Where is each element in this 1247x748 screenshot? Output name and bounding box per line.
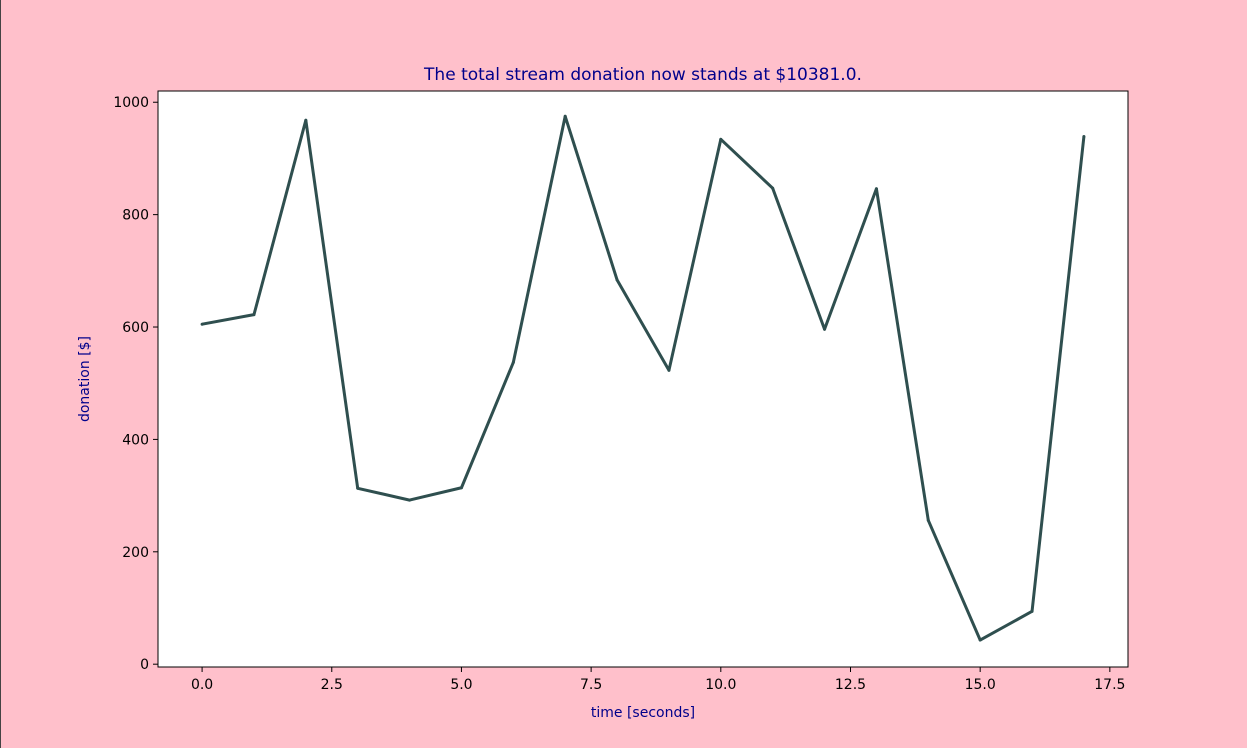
- data-point: [408, 498, 412, 502]
- y-tick-label: 800: [122, 208, 149, 224]
- data-point: [926, 518, 930, 522]
- y-tick-label: 200: [122, 545, 149, 561]
- x-tick-label: 7.5: [580, 677, 602, 693]
- plot-frame: [157, 90, 1129, 668]
- x-tick-label: 17.5: [1094, 677, 1125, 693]
- data-point: [459, 486, 463, 490]
- x-tick-label: 2.5: [321, 677, 343, 693]
- y-axis: 0 200 400 600 800 1000: [113, 95, 158, 673]
- data-point: [1030, 609, 1034, 613]
- data-point: [304, 118, 308, 122]
- y-tick-label: 1000: [113, 95, 149, 111]
- data-point: [200, 322, 204, 326]
- y-tick-label: 400: [122, 432, 149, 448]
- data-point: [511, 360, 515, 364]
- data-point: [1082, 135, 1086, 139]
- series-line: [201, 114, 1086, 642]
- x-tick-label: 5.0: [450, 677, 472, 693]
- series-layer: [200, 114, 1086, 642]
- x-axis-label: time [seconds]: [591, 705, 695, 721]
- y-tick-label: 600: [122, 320, 149, 336]
- data-point: [978, 638, 982, 642]
- x-tick-label: 15.0: [965, 677, 996, 693]
- data-point: [563, 114, 567, 118]
- data-point: [874, 187, 878, 191]
- data-point: [771, 186, 775, 190]
- x-axis: 0.0 2.5 5.0 7.5 10.0 12.5 15.0 17.5: [191, 667, 1125, 693]
- y-tick-label: 0: [140, 657, 149, 673]
- y-axis-label: donation [$]: [77, 336, 93, 422]
- data-point: [252, 313, 256, 317]
- data-point: [823, 327, 827, 331]
- data-point: [719, 137, 723, 141]
- plot-area: [158, 91, 1128, 667]
- x-tick-label: 12.5: [835, 677, 866, 693]
- x-tick-label: 0.0: [191, 677, 213, 693]
- data-point: [356, 486, 360, 490]
- data-point: [667, 368, 671, 372]
- x-tick-label: 10.0: [705, 677, 736, 693]
- chart-title: The total stream donation now stands at …: [423, 65, 862, 85]
- data-point: [615, 278, 619, 282]
